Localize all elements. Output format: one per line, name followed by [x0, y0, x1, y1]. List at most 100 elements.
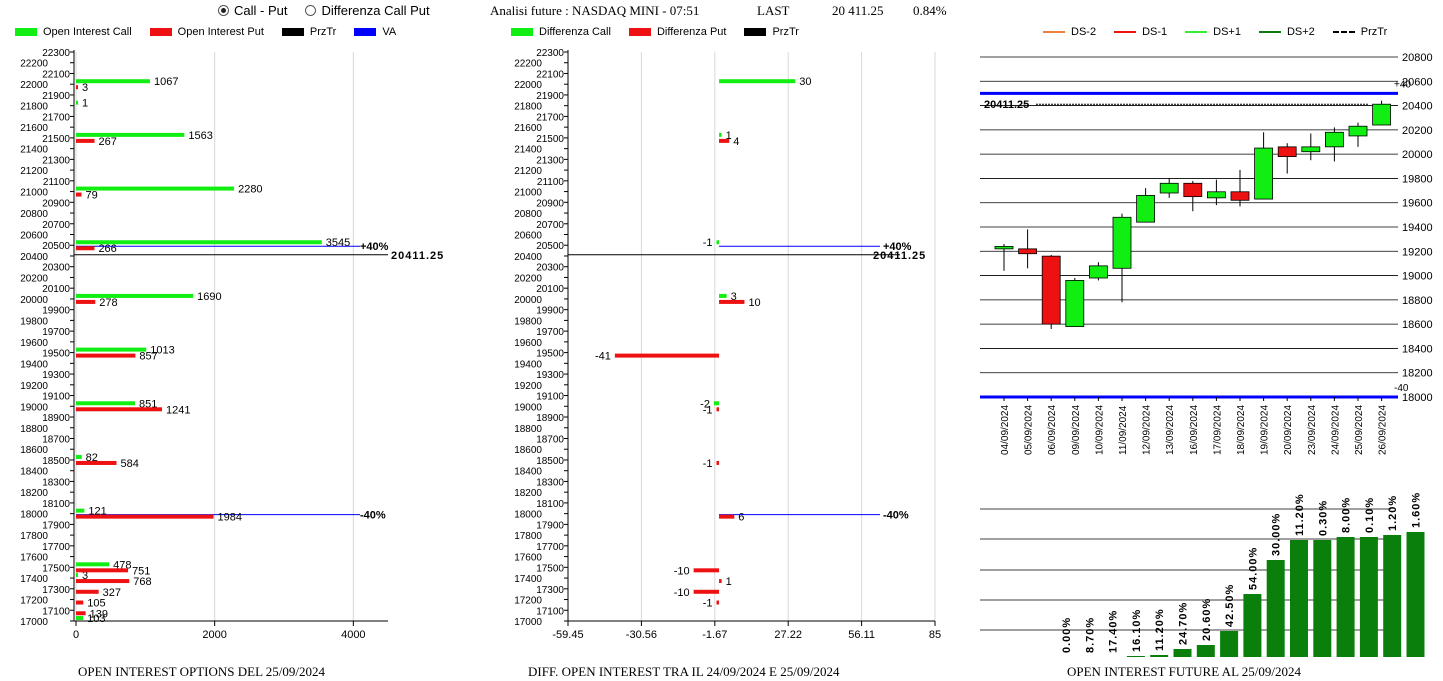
fut-date-label: 16/09/2024	[1189, 405, 1200, 455]
oi-y-tick-label: 17500	[42, 563, 70, 574]
diff-y-tick-label: 22300	[536, 48, 564, 59]
last-label: LAST	[757, 3, 790, 18]
oi-x-tick-label: 0	[73, 629, 79, 641]
diff-put-bar	[614, 353, 720, 358]
diff-y-tick-label: 18000	[514, 510, 542, 521]
future-title: Analisi future : NASDAQ MINI - 07:51	[490, 3, 700, 18]
oi-y-tick-label: 21600	[20, 123, 48, 134]
diff-y-tick-label: 21100	[537, 177, 565, 188]
legend-item-future-prztr: PrzTr	[1332, 26, 1388, 38]
diff-put-bar	[719, 138, 730, 143]
fut-oi-pct-label: 30.00%	[1271, 513, 1283, 556]
oi-call-bar	[76, 562, 110, 567]
diff-y-tick-label: 18700	[536, 434, 564, 445]
oi-y-tick-label: 17100	[42, 606, 70, 617]
diff-put-value-label: 4	[733, 136, 739, 148]
diff-y-tick-label: 22200	[514, 59, 542, 70]
radio-call-put[interactable]: Call - Put	[218, 3, 287, 18]
oi-y-tick-label: 17700	[42, 542, 70, 553]
oi-y-tick-label: 18300	[42, 477, 70, 488]
oi-y-tick-label: 21700	[42, 112, 70, 123]
legend-swatch-va	[354, 28, 377, 36]
diff-put-value-label: 1	[726, 576, 732, 588]
legend-label-future-prztr: PrzTr	[1360, 26, 1388, 38]
legend-swatch-diff-put	[628, 28, 651, 36]
oi-put-value-label: 79	[85, 190, 97, 202]
diff-call-bar	[719, 132, 722, 137]
diff-call-value-label: 3	[731, 291, 737, 303]
caption-future: OPEN INTEREST FUTURE AL 25/09/2024	[1067, 664, 1302, 679]
diff-y-tick-label: 20900	[536, 198, 564, 209]
fut-candle-body	[1372, 103, 1392, 126]
diff-y-tick-label: 17400	[514, 574, 542, 585]
fut-oi-pct-label: 42.50%	[1224, 584, 1236, 627]
oi-put-bar	[76, 579, 130, 584]
oi-put-value-label: 139	[90, 608, 108, 620]
diff-va-label: -40%	[883, 510, 909, 522]
legend-swatch-diff-call	[511, 28, 533, 36]
oi-call-bar	[76, 79, 150, 84]
oi-y-tick-label: 20400	[20, 252, 48, 263]
fut-date-label: 26/09/2024	[1378, 405, 1389, 455]
change-percent: 0.84%	[913, 3, 947, 18]
diff-call-value-label: -2	[700, 398, 710, 410]
diff-y-tick-label: 17800	[514, 531, 542, 542]
oi-put-bar	[76, 246, 95, 251]
legend-label-diff-call: Differenza Call	[539, 26, 611, 38]
oi-put-value-label: 768	[133, 576, 151, 588]
oi-y-tick-label: 18000	[20, 510, 48, 521]
fut-date-label: 09/09/2024	[1071, 405, 1082, 455]
oi-y-tick-label: 19300	[42, 370, 70, 381]
diff-call-bar	[713, 401, 720, 406]
radio-differenza-dot[interactable]	[305, 5, 317, 16]
fut-oi-pct-label: 0.10%	[1364, 497, 1376, 533]
diff-y-tick-label: 19300	[536, 370, 564, 381]
oi-put-value-label: 857	[139, 351, 157, 363]
fut-candle-body	[1324, 131, 1344, 148]
diff-y-tick-label: 19100	[536, 392, 564, 403]
legend-item-va: VA	[354, 26, 396, 38]
oi-y-tick-label: 20800	[20, 209, 48, 220]
fut-y-tick-label: 18000	[1402, 392, 1433, 404]
diff-y-tick-label: 17700	[536, 542, 564, 553]
fut-candle-body	[994, 246, 1014, 250]
fut-date-label: 25/09/2024	[1354, 405, 1365, 455]
diff-y-tick-label: 17100	[536, 606, 564, 617]
legend-line-future-prztr	[1332, 31, 1355, 33]
fut-oi-pct-label: 0.00%	[1061, 617, 1073, 653]
oi-y-tick-label: 20000	[20, 295, 48, 306]
fut-oi-pct-label: 0.30%	[1317, 500, 1329, 536]
legend-label-ds-2: DS-2	[1071, 26, 1097, 38]
diff-put-bar	[693, 589, 720, 594]
oi-y-tick-label: 21800	[20, 102, 48, 113]
fut-oi-bar	[1196, 645, 1215, 657]
diff-y-tick-label: 17000	[514, 617, 542, 628]
oi-put-bar	[76, 85, 78, 90]
fut-oi-bar	[1336, 537, 1355, 657]
oi-y-tick-label: 17300	[42, 585, 70, 596]
oi-y-tick-label: 21400	[20, 145, 48, 156]
fut-candle-body	[1041, 255, 1061, 325]
fut-date-label: 11/09/2024	[1118, 405, 1129, 455]
diff-y-tick-label: 21400	[514, 145, 542, 156]
oi-call-bar	[76, 573, 78, 578]
oi-y-tick-label: 18700	[42, 434, 70, 445]
oi-y-tick-label: 19400	[20, 359, 48, 370]
diff-put-value-label: -10	[674, 587, 690, 599]
oi-call-value-label: 1	[82, 98, 88, 110]
fut-candle-body	[1018, 248, 1037, 255]
radio-call-put-dot[interactable]	[218, 5, 229, 16]
diff-y-tick-label: 21800	[514, 102, 542, 113]
diff-y-tick-label: 21600	[514, 123, 542, 134]
oi-call-value-label: 3	[82, 570, 88, 582]
oi-price-label: 20411.25	[391, 250, 444, 262]
oi-call-bar	[76, 240, 322, 245]
oi-y-tick-label: 19200	[20, 381, 48, 392]
oi-y-tick-label: 19500	[42, 349, 70, 360]
oi-put-bar	[76, 611, 86, 616]
radio-differenza-call-put[interactable]: Differenza Call Put	[305, 3, 430, 18]
fut-date-label: 06/09/2024	[1047, 405, 1058, 455]
fut-oi-pct-label: 11.20%	[1294, 493, 1306, 536]
oi-y-tick-label: 22300	[42, 48, 70, 59]
legend-label-ds+1: DS+1	[1213, 26, 1241, 38]
